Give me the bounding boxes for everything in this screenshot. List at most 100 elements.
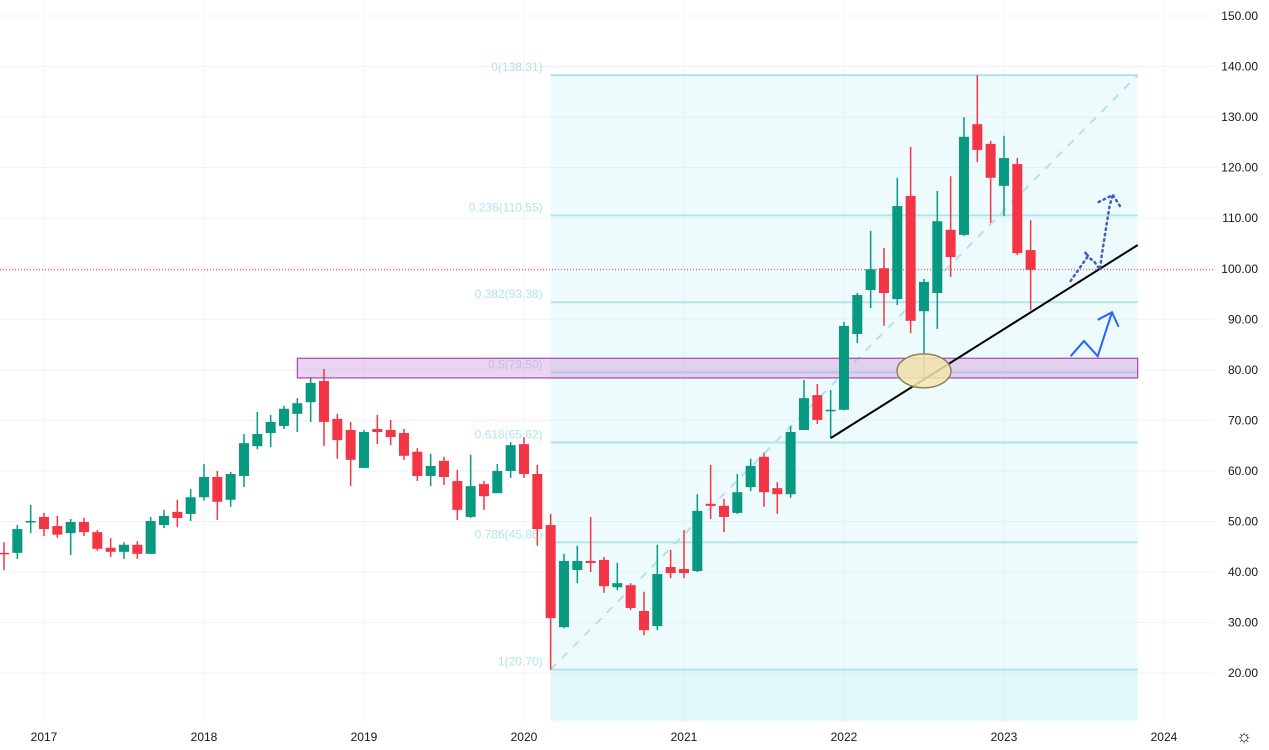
projection-arrow-dotted[interactable] — [1069, 193, 1115, 283]
candle — [292, 398, 303, 433]
candle-body — [345, 430, 356, 460]
candle-body — [1012, 164, 1023, 254]
candle — [185, 489, 196, 521]
price-tick-label: 150.00 — [1221, 9, 1258, 23]
candle — [78, 517, 89, 537]
candle-body — [532, 473, 543, 530]
price-zone[interactable] — [296, 357, 1139, 379]
candle-body — [118, 544, 129, 552]
time-tick-label: 2021 — [671, 730, 698, 744]
candle — [278, 405, 289, 429]
candle — [345, 421, 356, 487]
candle-body — [785, 432, 796, 495]
candle — [452, 469, 463, 520]
candle — [132, 541, 143, 559]
candle-body — [425, 465, 436, 477]
candle-body — [812, 395, 823, 420]
candle — [852, 293, 863, 344]
candle-body — [892, 206, 903, 300]
candle-body — [1025, 250, 1036, 270]
candle — [145, 516, 156, 554]
candle — [732, 473, 743, 514]
price-tick-label: 110.00 — [1222, 211, 1258, 225]
candle-body — [292, 403, 303, 414]
candle-body — [612, 583, 623, 588]
candle-body — [158, 515, 169, 526]
candle-body — [452, 481, 463, 510]
candle — [692, 494, 703, 573]
candle — [118, 542, 129, 559]
candle — [612, 562, 623, 591]
candle — [865, 230, 876, 309]
price-tick-label: 40.00 — [1228, 565, 1258, 579]
price-tick-label: 90.00 — [1228, 312, 1258, 326]
candle-body — [92, 532, 103, 549]
candle-body — [318, 380, 329, 422]
highlight-ellipse[interactable] — [896, 353, 952, 389]
candle — [932, 190, 943, 329]
support-zone-rectangle[interactable] — [296, 357, 1139, 379]
candle-body — [598, 559, 609, 587]
time-tick-label: 2018 — [191, 730, 218, 744]
candle — [532, 464, 543, 546]
candle-body — [932, 221, 943, 294]
candle-body — [638, 610, 649, 631]
candle-body — [185, 497, 196, 514]
candle — [838, 321, 849, 411]
candle-body — [252, 434, 263, 447]
candle — [158, 509, 169, 529]
trendline[interactable] — [830, 244, 1139, 439]
time-axis[interactable]: 2017 2018 2019 2020 2021 2022 2023 2024 — [31, 730, 1178, 744]
candle-body — [198, 477, 209, 498]
gear-icon[interactable]: ☼ — [1235, 726, 1253, 746]
candle-body — [985, 143, 996, 178]
projection-arrow-solid[interactable] — [1069, 311, 1113, 359]
candle — [652, 544, 663, 631]
arrow-head — [1097, 193, 1122, 208]
candle-body — [705, 503, 716, 506]
candle — [65, 518, 76, 555]
candle-body — [678, 569, 689, 574]
price-tick-label: 70.00 — [1228, 413, 1258, 427]
candle-body — [758, 456, 769, 493]
candle-body — [212, 477, 223, 502]
candle-body — [998, 158, 1009, 186]
candle — [878, 248, 889, 326]
candle-body — [718, 505, 729, 517]
candles — [0, 75, 1036, 670]
candle — [505, 442, 516, 479]
candle-body — [332, 418, 343, 441]
drawings[interactable] — [830, 193, 1139, 439]
candle — [945, 176, 956, 277]
candle — [252, 411, 263, 450]
candle — [238, 434, 249, 488]
candle — [358, 430, 369, 468]
candle-body — [878, 268, 889, 294]
candle — [705, 464, 716, 519]
candle-body — [492, 470, 503, 494]
candle — [318, 368, 329, 447]
candle-body — [972, 124, 983, 150]
candle-body — [372, 428, 383, 433]
candle — [718, 498, 729, 533]
candle-body — [865, 269, 876, 290]
candle — [638, 591, 649, 636]
price-tick-label: 130.00 — [1221, 110, 1258, 124]
candle-body — [692, 510, 703, 572]
candle — [478, 481, 489, 510]
candle — [798, 379, 809, 431]
candle — [985, 140, 996, 223]
candle — [812, 384, 823, 424]
candle — [598, 556, 609, 593]
price-axis[interactable]: 150.00 140.00 130.00 120.00 110.00 100.00 90.0… — [1221, 9, 1258, 680]
candle — [558, 553, 569, 629]
candle-body — [438, 460, 449, 478]
candle-body — [745, 465, 756, 488]
candle — [198, 463, 209, 501]
candle-body — [585, 560, 596, 563]
candle — [465, 454, 476, 518]
candle — [518, 437, 529, 479]
candle-body — [545, 525, 556, 619]
candle-body — [558, 560, 569, 628]
